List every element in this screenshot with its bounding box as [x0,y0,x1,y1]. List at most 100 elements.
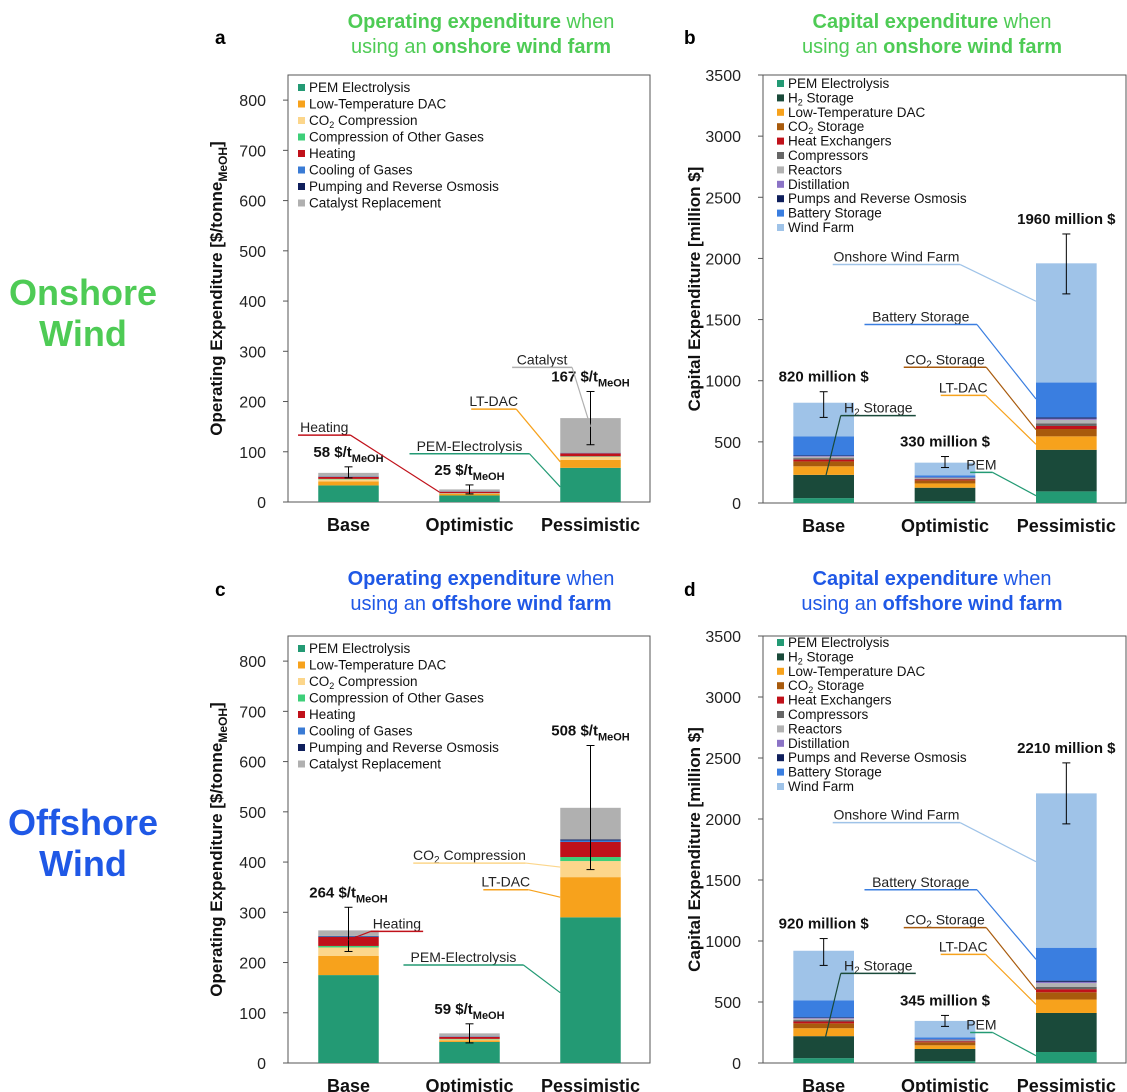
bar-segment [914,1048,976,1062]
bar-segment [793,1018,854,1021]
legend-swatch [777,696,784,704]
annotation-leader [992,471,1037,497]
legend-swatch [777,108,784,116]
legend-label: Battery Storage [788,206,882,221]
legend-label: Pumping and Reverse Osmosis [309,740,499,755]
legend-label: PEM Electrolysis [788,635,890,650]
bar-segment [1036,425,1097,430]
bar-segment [793,474,854,499]
bar-segment [1036,382,1097,418]
y-tick-label: 1500 [705,313,741,330]
bar-segment [914,1061,976,1063]
bar-segment [560,456,621,460]
panel-letter: c [215,580,226,601]
bar-segment [914,462,976,476]
legend-label: Pumps and Reverse Osmosis [788,750,967,765]
annotation-label: CO2 Compression [413,847,526,866]
total-label: 58 $/tMeOH [313,444,383,465]
legend-swatch [298,84,305,91]
legend-label: Wind Farm [788,779,854,794]
y-tick-label: 500 [239,244,266,261]
total-label: 508 $/tMeOH [551,723,630,744]
y-tick-label: 800 [239,93,266,110]
legend-label: Low-Temperature DAC [309,97,447,112]
y-tick-label: 0 [257,495,266,512]
annotation-label: PEM-Electrolysis [411,949,517,965]
legend-swatch [298,727,305,735]
y-tick-label: 300 [239,905,266,922]
bar-segment [793,466,854,475]
bar-segment [914,479,976,481]
bar-segment [318,975,379,1063]
total-label: 59 $/tMeOH [434,1001,504,1022]
row-label-onshore-line2: Wind [39,313,127,354]
x-category-label: Base [327,515,370,535]
row-label-onshore: Onshore Wind [9,272,157,354]
legend-swatch [777,768,784,776]
annotation-label: CO2 Storage [905,912,985,931]
legend-swatch [777,754,784,762]
legend-label: PEM Electrolysis [309,80,411,95]
bar-segment [560,917,621,1063]
y-tick-label: 500 [714,995,741,1012]
y-tick-label: 0 [732,1056,741,1073]
bar-segment [914,501,976,503]
annotation-leader [985,394,1037,445]
y-tick-label: 800 [239,654,266,671]
annotation-leader [823,415,842,485]
legend-swatch [298,694,305,702]
legend-swatch [777,667,784,675]
chart-title-line2: using an offshore wind farm [350,593,611,615]
bar-segment [914,477,976,479]
bar-segment [560,467,621,502]
y-tick-label: 500 [714,435,741,452]
chart-panel-a: a Operating expenditure when using an onsh… [207,11,651,535]
bar-segment [793,1020,854,1022]
annotation-label: LT-DAC [939,379,988,395]
bar-segment [914,1020,976,1038]
total-label: 1960 million $ [1017,211,1116,228]
legend-swatch [777,783,784,790]
legend-swatch [298,166,305,174]
annotation-leader [515,408,561,463]
annotation-leader [959,264,1037,302]
annotation-label: Onshore Wind Farm [833,807,959,823]
legend-label: Catalyst Replacement [309,757,441,772]
y-tick-label: 700 [239,704,266,721]
x-category-label: Base [802,1076,845,1092]
panel-letter: d [684,580,696,601]
bar-segment [318,479,379,482]
legend-label: Battery Storage [788,765,882,780]
total-label: 330 million $ [900,434,991,451]
bar-segment [914,487,976,502]
x-category-label: Base [327,1076,370,1092]
legend-label: PEM Electrolysis [788,76,890,91]
legend-label: Heat Exchangers [788,134,892,149]
annotation-leader [823,973,842,1045]
bar-segment [1036,419,1097,424]
row-label-onshore-line1: Onshore [9,272,157,313]
annotation-label: Heating [300,419,348,435]
legend-swatch [298,183,305,190]
legend-label: Compressors [788,148,869,163]
row-label-offshore-line2: Wind [39,843,127,884]
legend-swatch [298,678,305,685]
y-tick-label: 700 [239,143,266,160]
legend-label: CO2 Storage [788,119,864,136]
legend-swatch [298,199,305,207]
y-axis-label: Capital Expenditure [million $] [685,727,704,972]
legend-label: Low-Temperature DAC [309,658,447,673]
annotation-label: CO2 Storage [905,351,985,370]
legend-swatch [298,100,305,108]
bar-segment [560,453,621,457]
y-tick-label: 500 [239,805,266,822]
y-tick-label: 1000 [705,934,741,951]
bar-segment [914,1045,976,1049]
y-tick-label: 100 [239,445,266,462]
y-tick-label: 2000 [705,812,741,829]
legend-label: Distillation [788,177,850,192]
bar-segment [1036,947,1097,981]
chart-panel-d: d Capital expenditure when using an offsho… [684,568,1127,1092]
legend-label: Low-Temperature DAC [788,105,926,120]
